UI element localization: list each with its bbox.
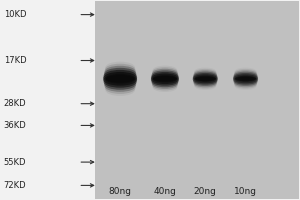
Ellipse shape bbox=[104, 66, 136, 77]
Ellipse shape bbox=[104, 80, 136, 92]
Ellipse shape bbox=[233, 77, 258, 85]
Ellipse shape bbox=[193, 78, 217, 86]
Text: 36KD: 36KD bbox=[4, 121, 26, 130]
Ellipse shape bbox=[234, 72, 257, 79]
Text: 10KD: 10KD bbox=[4, 10, 26, 19]
Ellipse shape bbox=[233, 73, 258, 81]
Ellipse shape bbox=[105, 84, 135, 96]
Ellipse shape bbox=[104, 78, 136, 90]
Ellipse shape bbox=[235, 76, 256, 81]
Ellipse shape bbox=[194, 76, 216, 81]
Ellipse shape bbox=[193, 73, 218, 81]
Text: 72KD: 72KD bbox=[4, 181, 26, 190]
Ellipse shape bbox=[194, 81, 217, 89]
Ellipse shape bbox=[152, 67, 178, 76]
Text: 80ng: 80ng bbox=[109, 187, 132, 196]
Ellipse shape bbox=[193, 74, 218, 82]
Ellipse shape bbox=[234, 70, 257, 78]
Ellipse shape bbox=[151, 72, 178, 81]
Ellipse shape bbox=[152, 78, 178, 87]
Text: 20ng: 20ng bbox=[194, 187, 217, 196]
Ellipse shape bbox=[153, 76, 177, 82]
Ellipse shape bbox=[151, 77, 178, 86]
Ellipse shape bbox=[105, 82, 135, 94]
Ellipse shape bbox=[105, 64, 135, 75]
Ellipse shape bbox=[152, 69, 178, 78]
Ellipse shape bbox=[151, 75, 179, 84]
Ellipse shape bbox=[234, 69, 257, 77]
Text: 55KD: 55KD bbox=[4, 158, 26, 167]
Text: 28KD: 28KD bbox=[4, 99, 26, 108]
Text: 40ng: 40ng bbox=[154, 187, 176, 196]
Ellipse shape bbox=[233, 74, 258, 82]
Ellipse shape bbox=[106, 75, 135, 82]
FancyBboxPatch shape bbox=[95, 1, 299, 199]
Ellipse shape bbox=[103, 70, 137, 82]
Ellipse shape bbox=[105, 62, 135, 73]
Ellipse shape bbox=[152, 80, 178, 89]
Ellipse shape bbox=[152, 70, 178, 79]
Ellipse shape bbox=[233, 76, 258, 83]
Ellipse shape bbox=[151, 74, 179, 82]
Ellipse shape bbox=[194, 69, 217, 77]
Text: 10ng: 10ng bbox=[234, 187, 257, 196]
Ellipse shape bbox=[193, 77, 218, 85]
Ellipse shape bbox=[104, 68, 136, 79]
Ellipse shape bbox=[234, 78, 257, 86]
Ellipse shape bbox=[193, 76, 218, 83]
Ellipse shape bbox=[234, 81, 257, 89]
Ellipse shape bbox=[234, 80, 257, 87]
Ellipse shape bbox=[193, 72, 217, 79]
Ellipse shape bbox=[103, 74, 137, 86]
Ellipse shape bbox=[194, 80, 217, 87]
Ellipse shape bbox=[152, 81, 178, 90]
Ellipse shape bbox=[103, 76, 137, 88]
Ellipse shape bbox=[194, 70, 217, 78]
Text: 17KD: 17KD bbox=[4, 56, 26, 65]
Ellipse shape bbox=[103, 72, 137, 84]
